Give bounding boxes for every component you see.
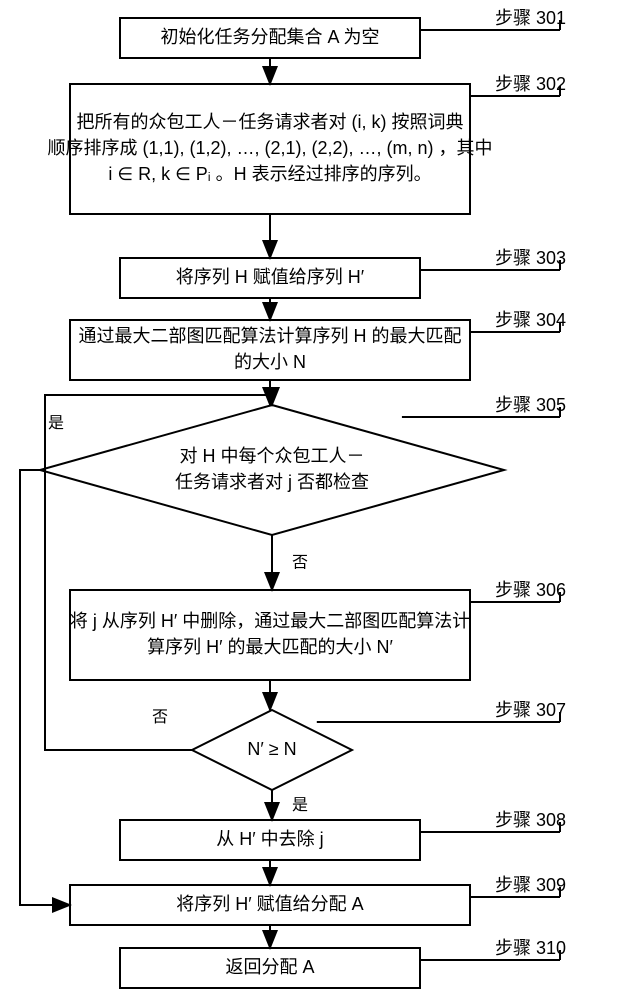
- step-label: 步骤 304: [495, 310, 566, 330]
- flow-text: 顺序排序成 (1,1), (1,2), …, (2,1), (2,2), …, …: [47, 138, 492, 158]
- flow-text: 的大小 N: [234, 352, 306, 372]
- step-label: 步骤 303: [495, 248, 566, 268]
- flow-text: 将序列 H′ 赋值给分配 A: [176, 894, 363, 914]
- edge-label: 是: [292, 797, 308, 814]
- step-label: 步骤 302: [495, 74, 566, 94]
- edge-label: 是: [48, 415, 64, 432]
- step-label: 步骤 307: [495, 700, 566, 720]
- flow-text: 初始化任务分配集合 A 为空: [160, 27, 379, 47]
- flow-text: 算序列 H′ 的最大匹配的大小 N′: [147, 637, 393, 657]
- flow-box-n306: [70, 590, 470, 680]
- step-label: 步骤 301: [495, 8, 566, 28]
- flow-text: 将 j 从序列 H′ 中删除，通过最大二部图匹配算法计: [70, 611, 470, 631]
- edge-label: 否: [292, 555, 308, 572]
- flow-diamond-n305: [40, 405, 504, 535]
- flow-text: 任务请求者对 j 否都检查: [175, 472, 369, 492]
- step-label: 步骤 305: [495, 395, 566, 415]
- flow-text: 通过最大二部图匹配算法计算序列 H 的最大匹配: [79, 326, 462, 346]
- flow-text: 返回分配 A: [225, 957, 314, 977]
- step-label: 步骤 310: [495, 938, 566, 958]
- step-label: 步骤 308: [495, 810, 566, 830]
- flow-text: 把所有的众包工人－任务请求者对 (i, k) 按照词典: [77, 112, 464, 132]
- flow-text: 将序列 H 赋值给序列 H′: [176, 267, 365, 287]
- edge-label: 否: [152, 709, 168, 726]
- step-label: 步骤 306: [495, 580, 566, 600]
- flow-text: 从 H′ 中去除 j: [216, 829, 323, 849]
- flow-text: 对 H 中每个众包工人－: [179, 446, 364, 466]
- flow-text: N′ ≥ N: [247, 739, 296, 759]
- flow-text: i ∈ R, k ∈ Pᵢ 。H 表示经过排序的序列。: [108, 164, 431, 184]
- step-label: 步骤 309: [495, 875, 566, 895]
